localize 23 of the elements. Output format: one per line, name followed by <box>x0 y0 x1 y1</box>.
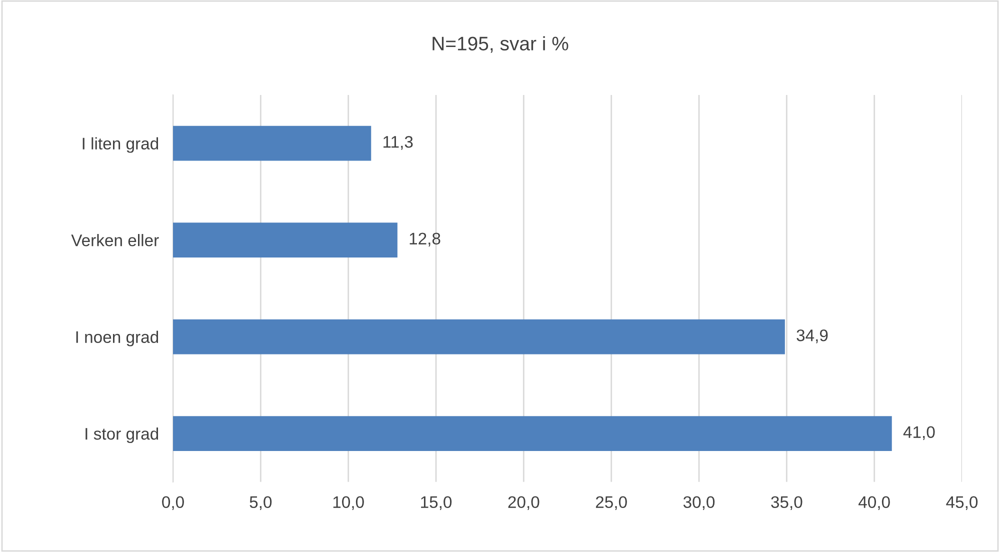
bar <box>173 319 785 354</box>
x-tick-label: 15,0 <box>421 496 452 510</box>
bar <box>173 416 892 451</box>
data-label: 34,9 <box>796 329 828 344</box>
x-tick-label: 25,0 <box>596 496 627 510</box>
x-tick-label: 20,0 <box>508 496 540 510</box>
x-tick-label: 10,0 <box>333 496 364 510</box>
x-tick-label: 45,0 <box>946 496 978 510</box>
y-tick-label: I stor grad <box>86 427 158 444</box>
y-tick-label: I noen grad <box>76 330 158 346</box>
x-tick-label: 40,0 <box>858 496 890 510</box>
x-tick-label: 0,0 <box>162 496 184 510</box>
bar <box>173 222 398 258</box>
y-tick-label: I liten grad <box>82 137 158 153</box>
bar <box>173 126 372 161</box>
x-tick-label: 30,0 <box>683 496 715 510</box>
data-label: 12,8 <box>410 232 440 246</box>
data-label: 11,3 <box>384 136 413 150</box>
x-tick-label: 5,0 <box>250 496 272 510</box>
y-tick-label: Verken eller <box>71 234 159 246</box>
data-label: 41,0 <box>903 426 935 440</box>
x-tick-label: 35,0 <box>771 496 802 510</box>
chart-title: N=195, svar i % <box>432 36 568 53</box>
